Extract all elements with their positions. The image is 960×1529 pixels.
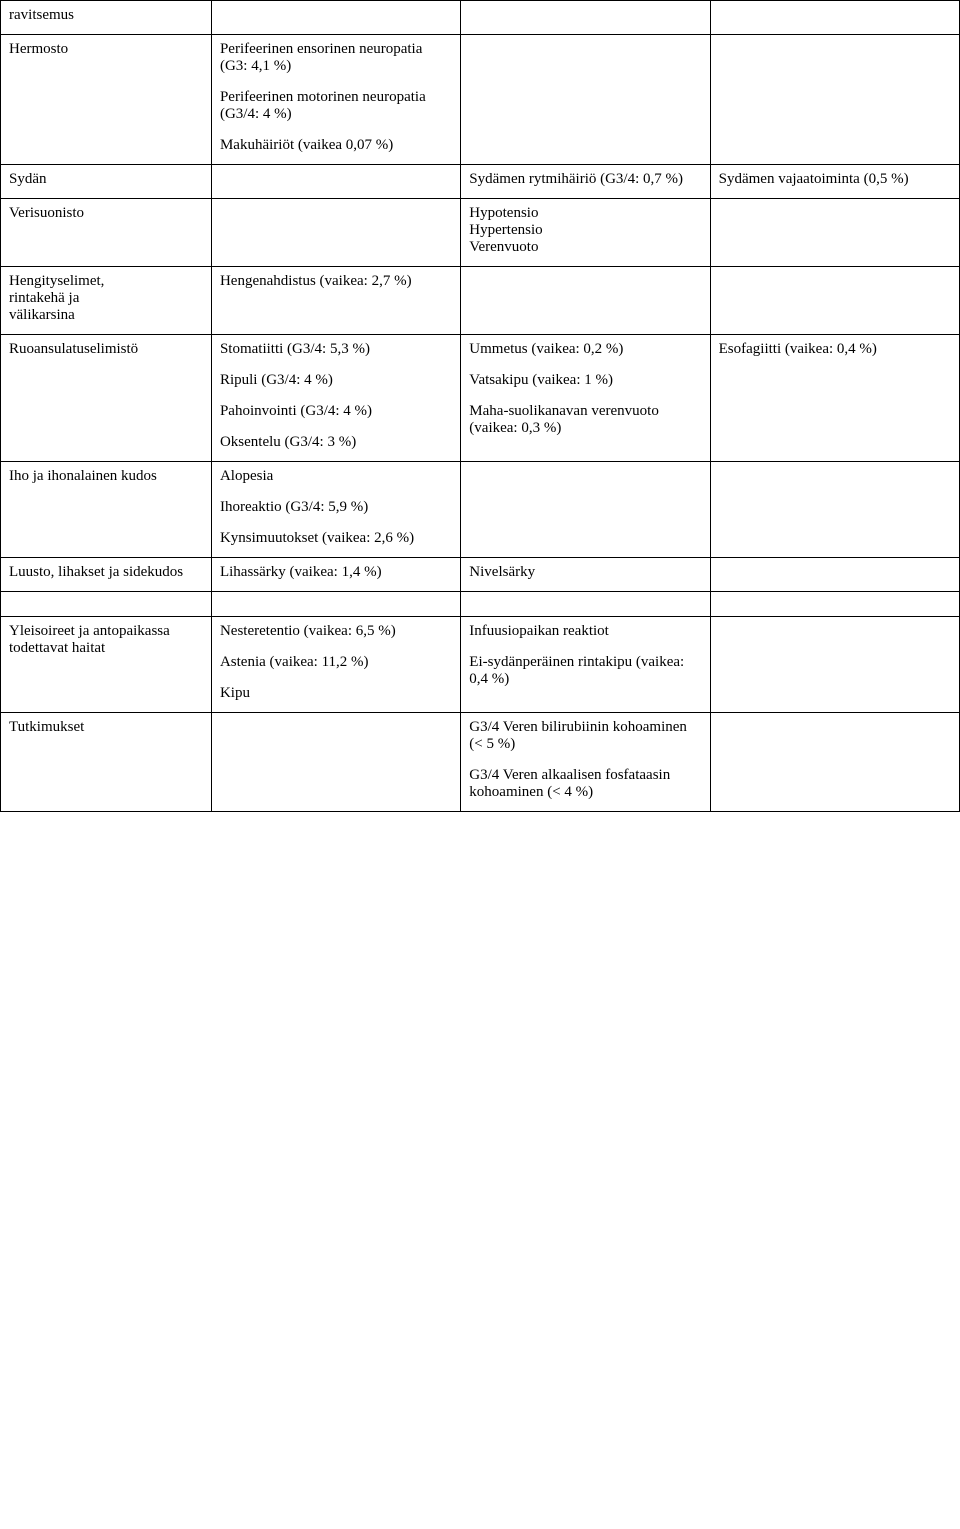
cell-para: Makuhäiriöt (vaikea 0,07 %) xyxy=(220,137,452,154)
cell xyxy=(211,1,460,35)
cell-text: Hermosto xyxy=(9,41,68,57)
table-row: Tutkimukset G3/4 Veren bilirubiinin koho… xyxy=(1,713,960,812)
cell-text: Verisuonisto xyxy=(9,205,84,221)
cell-line: Hengityselimet, xyxy=(9,273,203,290)
cell xyxy=(710,462,959,558)
cell: Alopesia Ihoreaktio (G3/4: 5,9 %) Kynsim… xyxy=(211,462,460,558)
cell xyxy=(710,713,959,812)
cell: Iho ja ihonalainen kudos xyxy=(1,462,212,558)
cell: Sydämen rytmihäiriö (G3/4: 0,7 %) xyxy=(461,165,710,199)
cell xyxy=(461,267,710,335)
cell-para: Maha-suolikanavan verenvuoto (vaikea: 0,… xyxy=(469,403,701,437)
cell-para: Ummetus (vaikea: 0,2 %) xyxy=(469,341,701,358)
cell-text: Lihassärky (vaikea: 1,4 %) xyxy=(220,564,382,580)
cell: Hengityselimet, rintakehä ja välikarsina xyxy=(1,267,212,335)
cell-para: Alopesia xyxy=(220,468,452,485)
cell: Sydämen vajaatoiminta (0,5 %) xyxy=(710,165,959,199)
cell-para: Infuusiopaikan reaktiot xyxy=(469,623,701,640)
cell-text: Sydämen vajaatoiminta (0,5 %) xyxy=(719,171,909,187)
table-row: ravitsemus xyxy=(1,1,960,35)
cell-para: Perifeerinen ensorinen neuropatia (G3: 4… xyxy=(220,41,452,75)
cell-para: Astenia (vaikea: 11,2 %) xyxy=(220,654,452,671)
cell-para: Ripuli (G3/4: 4 %) xyxy=(220,372,452,389)
cell-text: Ruoansulatuselimistö xyxy=(9,341,138,357)
cell: Sydän xyxy=(1,165,212,199)
cell-para: Oksentelu (G3/4: 3 %) xyxy=(220,434,452,451)
cell-para: Kynsimuutokset (vaikea: 2,6 %) xyxy=(220,530,452,547)
cell xyxy=(710,592,959,617)
cell: Lihassärky (vaikea: 1,4 %) xyxy=(211,558,460,592)
cell-para: G3/4 Veren bilirubiinin kohoaminen (< 5 … xyxy=(469,719,701,753)
cell: Infuusiopaikan reaktiot Ei-sydänperäinen… xyxy=(461,617,710,713)
cell xyxy=(710,35,959,165)
cell: Hypotensio Hypertensio Verenvuoto xyxy=(461,199,710,267)
cell-para: Nesteretentio (vaikea: 6,5 %) xyxy=(220,623,452,640)
cell-para: Ihoreaktio (G3/4: 5,9 %) xyxy=(220,499,452,516)
cell: Perifeerinen ensorinen neuropatia (G3: 4… xyxy=(211,35,460,165)
adverse-effects-table: ravitsemus Hermosto Perifeerinen ensorin… xyxy=(0,0,960,812)
cell-text: ravitsemus xyxy=(9,7,74,23)
table-row: Yleisoireet ja antopaikassa todettavat h… xyxy=(1,617,960,713)
table-row: Ruoansulatuselimistö Stomatiitti (G3/4: … xyxy=(1,335,960,462)
cell: Hengenahdistus (vaikea: 2,7 %) xyxy=(211,267,460,335)
cell: Esofagiitti (vaikea: 0,4 %) xyxy=(710,335,959,462)
cell-para: Perifeerinen motorinen neuropatia (G3/4:… xyxy=(220,89,452,123)
cell-line: välikarsina xyxy=(9,307,203,324)
cell-para: Stomatiitti (G3/4: 5,3 %) xyxy=(220,341,452,358)
table-row: Verisuonisto Hypotensio Hypertensio Vere… xyxy=(1,199,960,267)
cell: Luusto, lihakset ja sidekudos xyxy=(1,558,212,592)
table-row: Sydän Sydämen rytmihäiriö (G3/4: 0,7 %) … xyxy=(1,165,960,199)
cell xyxy=(1,592,212,617)
cell xyxy=(211,165,460,199)
cell-para: Ei-sydänperäinen rintakipu (vaikea: 0,4 … xyxy=(469,654,701,688)
cell-text: Iho ja ihonalainen kudos xyxy=(9,468,157,484)
cell-line: Hypotensio xyxy=(469,205,701,222)
cell xyxy=(211,199,460,267)
cell-text: Sydän xyxy=(9,171,47,187)
cell: Nesteretentio (vaikea: 6,5 %) Astenia (v… xyxy=(211,617,460,713)
cell-para: G3/4 Veren alkaalisen fosfataasin kohoam… xyxy=(469,767,701,801)
cell-text: Sydämen rytmihäiriö (G3/4: 0,7 %) xyxy=(469,171,683,187)
cell xyxy=(211,713,460,812)
cell xyxy=(461,592,710,617)
cell xyxy=(710,558,959,592)
cell: Stomatiitti (G3/4: 5,3 %) Ripuli (G3/4: … xyxy=(211,335,460,462)
cell-text: Esofagiitti (vaikea: 0,4 %) xyxy=(719,341,877,357)
table-spacer-row xyxy=(1,592,960,617)
table-row: Hermosto Perifeerinen ensorinen neuropat… xyxy=(1,35,960,165)
cell xyxy=(710,617,959,713)
cell xyxy=(461,35,710,165)
cell xyxy=(461,1,710,35)
cell-text: Yleisoireet ja antopaikassa todettavat h… xyxy=(9,623,170,656)
cell: Tutkimukset xyxy=(1,713,212,812)
cell: Verisuonisto xyxy=(1,199,212,267)
cell: Yleisoireet ja antopaikassa todettavat h… xyxy=(1,617,212,713)
cell xyxy=(461,462,710,558)
cell-line: Verenvuoto xyxy=(469,239,701,256)
table-row: Hengityselimet, rintakehä ja välikarsina… xyxy=(1,267,960,335)
cell-line: Hypertensio xyxy=(469,222,701,239)
cell: Nivelsärky xyxy=(461,558,710,592)
cell-text: Nivelsärky xyxy=(469,564,535,580)
cell-para: Vatsakipu (vaikea: 1 %) xyxy=(469,372,701,389)
cell xyxy=(211,592,460,617)
cell xyxy=(710,1,959,35)
table-row: Luusto, lihakset ja sidekudos Lihassärky… xyxy=(1,558,960,592)
table-row: Iho ja ihonalainen kudos Alopesia Ihorea… xyxy=(1,462,960,558)
cell: G3/4 Veren bilirubiinin kohoaminen (< 5 … xyxy=(461,713,710,812)
cell: Ruoansulatuselimistö xyxy=(1,335,212,462)
cell-para: Pahoinvointi (G3/4: 4 %) xyxy=(220,403,452,420)
cell xyxy=(710,267,959,335)
cell-para: Kipu xyxy=(220,685,452,702)
cell: Hermosto xyxy=(1,35,212,165)
cell-text: Hengenahdistus (vaikea: 2,7 %) xyxy=(220,273,412,289)
cell-text: Luusto, lihakset ja sidekudos xyxy=(9,564,183,580)
cell xyxy=(710,199,959,267)
cell-text: Tutkimukset xyxy=(9,719,84,735)
cell: ravitsemus xyxy=(1,1,212,35)
cell: Ummetus (vaikea: 0,2 %) Vatsakipu (vaike… xyxy=(461,335,710,462)
cell-line: rintakehä ja xyxy=(9,290,203,307)
